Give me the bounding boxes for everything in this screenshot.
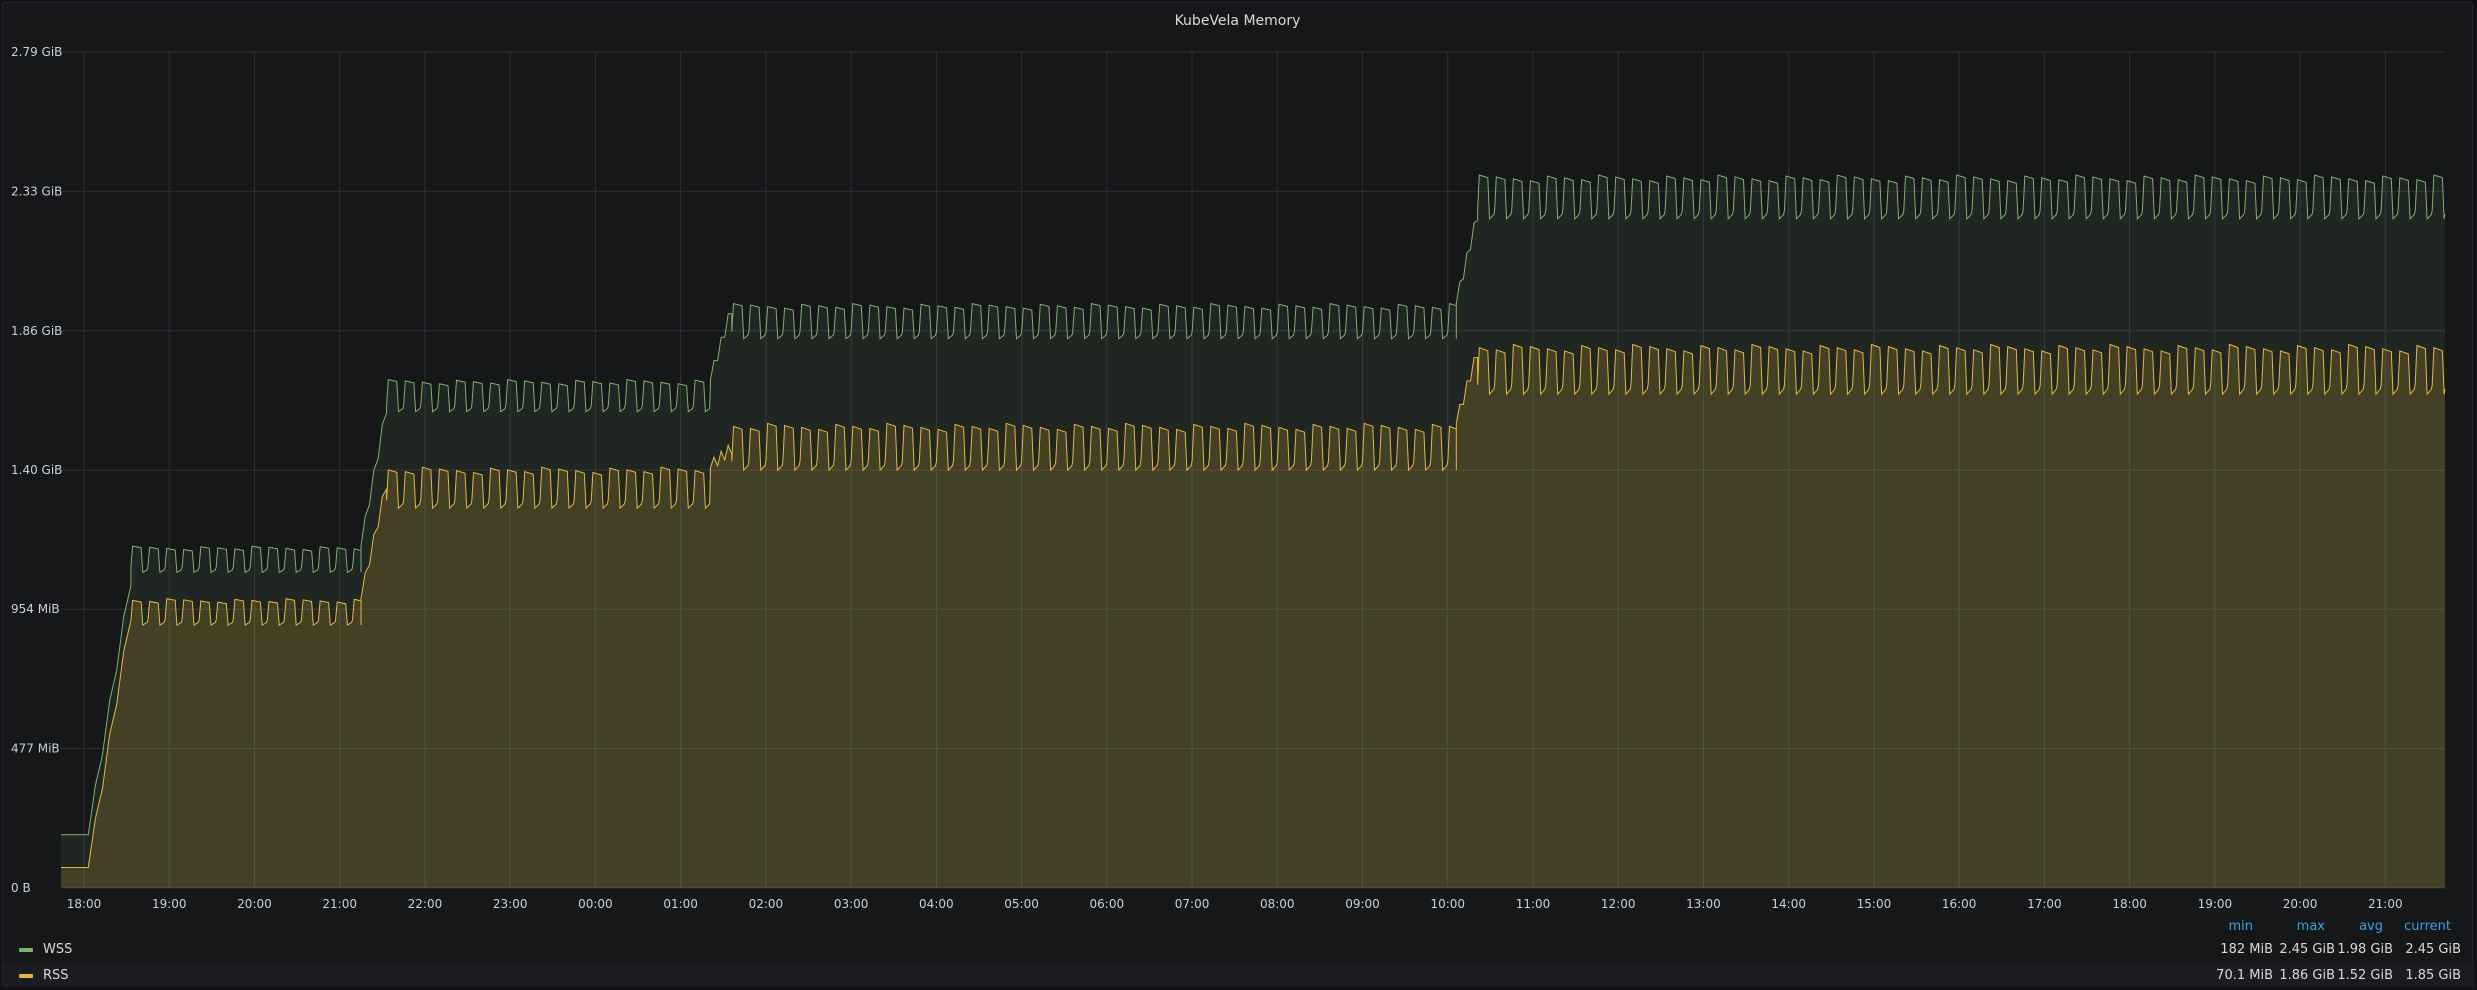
x-tick-label: 03:00 — [834, 897, 869, 911]
panel-title[interactable]: KubeVela Memory — [1174, 13, 1301, 29]
y-tick-label: 0 B — [11, 881, 31, 895]
x-tick-label: 22:00 — [408, 897, 443, 911]
x-tick-label: 04:00 — [919, 897, 954, 911]
x-tick-label: 02:00 — [749, 897, 784, 911]
x-tick-label: 01:00 — [663, 897, 698, 911]
legend-header-avg[interactable]: avg — [2359, 919, 2383, 934]
x-tick-label: 20:00 — [2283, 897, 2318, 911]
x-tick-label: 21:00 — [2368, 897, 2403, 911]
line-rss — [61, 343, 2446, 868]
legend-current: 1.85 GiB — [2405, 968, 2461, 983]
x-tick-label: 05:00 — [1004, 897, 1039, 911]
legend-max: 2.45 GiB — [2279, 942, 2335, 957]
area-wss — [61, 175, 2445, 888]
x-tick-label: 19:00 — [152, 897, 187, 911]
x-tick-label: 06:00 — [1090, 897, 1125, 911]
legend-swatch-rss[interactable] — [19, 974, 33, 978]
memory-chart: 0 B 477 MiB 954 MiB 1.40 GiB 1.86 GiB 2.33 Gi… — [11, 45, 2446, 911]
legend-row-wss[interactable]: WSS 182 MiB 2.45 GiB 1.98 GiB 2.45 GiB — [3, 937, 2474, 961]
x-tick-label: 18:00 — [2112, 897, 2147, 911]
x-tick-label: 00:00 — [578, 897, 613, 911]
area-rss — [61, 344, 2445, 888]
legend-avg: 1.98 GiB — [2337, 942, 2393, 957]
legend-header: min max avg current — [3, 917, 2474, 937]
x-tick-label: 08:00 — [1260, 897, 1295, 911]
legend-min: 70.1 MiB — [2216, 968, 2273, 983]
legend-swatch-wss[interactable] — [19, 948, 33, 952]
y-tick-label: 1.40 GiB — [11, 463, 62, 477]
legend-current: 2.45 GiB — [2405, 942, 2461, 957]
x-tick-label: 20:00 — [237, 897, 272, 911]
legend-max: 1.86 GiB — [2279, 968, 2335, 983]
x-tick-label: 17:00 — [2027, 897, 2062, 911]
legend-series-name[interactable]: RSS — [43, 968, 69, 983]
legend-header-current[interactable]: current — [2404, 919, 2451, 934]
x-tick-label: 10:00 — [1430, 897, 1465, 911]
legend-header-max[interactable]: max — [2296, 919, 2325, 934]
x-tick-label: 07:00 — [1175, 897, 1210, 911]
y-tick-label: 2.33 GiB — [11, 184, 62, 198]
x-tick-label: 21:00 — [322, 897, 357, 911]
legend-header-min[interactable]: min — [2228, 919, 2253, 934]
x-tick-label: 14:00 — [1771, 897, 1806, 911]
legend-avg: 1.52 GiB — [2337, 968, 2393, 983]
legend-series-name[interactable]: WSS — [43, 942, 73, 957]
y-tick-label: 954 MiB — [11, 602, 60, 616]
y-tick-label: 2.79 GiB — [11, 45, 62, 59]
legend-min: 182 MiB — [2220, 942, 2273, 957]
x-tick-label: 12:00 — [1601, 897, 1636, 911]
legend-row-rss[interactable]: RSS 70.1 MiB 1.86 GiB 1.52 GiB 1.85 GiB — [3, 963, 2474, 987]
x-tick-label: 23:00 — [493, 897, 528, 911]
x-tick-label: 09:00 — [1345, 897, 1380, 911]
y-tick-label: 477 MiB — [11, 742, 60, 756]
y-tick-label: 1.86 GiB — [11, 324, 62, 338]
x-tick-label: 15:00 — [1857, 897, 1892, 911]
x-tick-label: 13:00 — [1686, 897, 1721, 911]
x-tick-label: 16:00 — [1942, 897, 1977, 911]
line-wss — [61, 174, 2446, 836]
x-tick-label: 19:00 — [2198, 897, 2233, 911]
x-tick-label: 18:00 — [67, 897, 102, 911]
x-tick-label: 11:00 — [1516, 897, 1551, 911]
